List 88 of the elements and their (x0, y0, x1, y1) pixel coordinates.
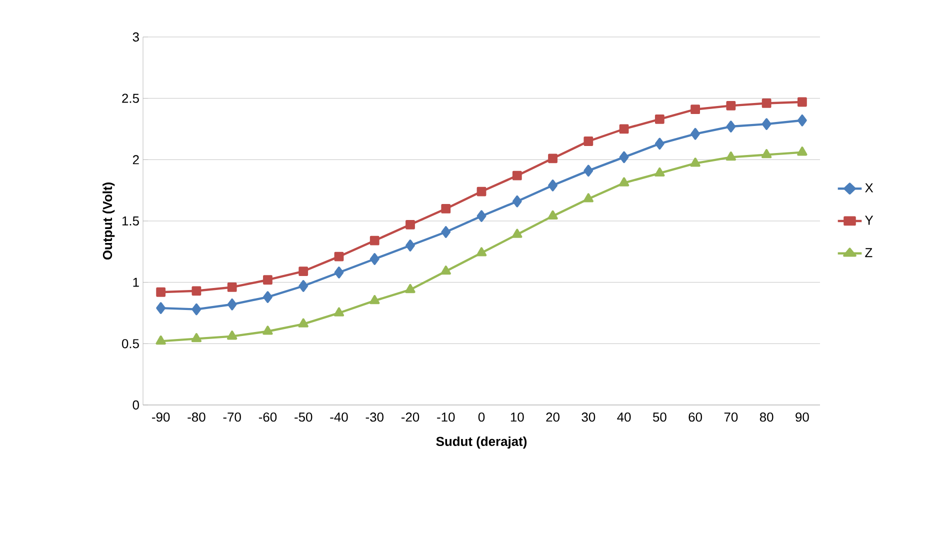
x-tick-label: -30 (366, 412, 384, 422)
point (227, 330, 238, 340)
point (619, 151, 629, 164)
point (191, 333, 202, 342)
legend-label: X (865, 183, 874, 192)
point (298, 280, 308, 292)
y-axis-title: Output (Volt) (102, 182, 115, 260)
point (370, 236, 380, 246)
point (512, 170, 522, 180)
legend-label: Y (865, 216, 874, 225)
legend-label: Z (865, 248, 872, 258)
x-tick-label: 80 (760, 412, 774, 422)
y-tick-label: 1.5 (122, 216, 139, 226)
point (618, 177, 630, 186)
point (476, 210, 486, 222)
x-tick-label: 20 (546, 412, 560, 422)
point (370, 253, 380, 265)
point (726, 152, 736, 161)
point (726, 100, 736, 110)
x-tick-label: 40 (617, 412, 631, 422)
point (263, 291, 272, 303)
point (512, 195, 522, 208)
x-tick-label: 50 (652, 412, 666, 422)
x-tick-label: -90 (152, 412, 170, 422)
point (262, 326, 273, 335)
point (797, 114, 807, 126)
point (654, 167, 665, 177)
x-tick-label: -70 (223, 412, 241, 422)
point (405, 284, 416, 294)
point (227, 298, 237, 310)
point (476, 247, 487, 256)
y-tick-label: 0.5 (122, 339, 139, 348)
x-tick-label: 90 (796, 412, 809, 422)
x-tick-label: -20 (401, 412, 420, 422)
point (762, 98, 772, 108)
x-tick-label: -60 (258, 412, 277, 422)
point (441, 226, 451, 238)
x-tick-label: -40 (330, 412, 348, 422)
point (440, 266, 451, 275)
x-tick-label: -10 (437, 412, 455, 422)
point (192, 303, 202, 316)
point (690, 128, 700, 140)
y-tick-label: 2 (132, 155, 139, 164)
point (762, 118, 772, 130)
point (227, 282, 237, 292)
point (619, 124, 629, 134)
x-tick-label: -80 (188, 412, 206, 422)
point (512, 228, 522, 238)
point (584, 136, 594, 146)
point (654, 138, 664, 150)
point (548, 154, 558, 164)
y-tick-label: 2.5 (122, 94, 139, 103)
point (192, 286, 202, 296)
y-tick-label: 0 (132, 400, 139, 410)
point (726, 120, 736, 132)
y-tick-label: 1 (133, 278, 139, 287)
point (476, 186, 486, 196)
y-tick-label: 3 (132, 32, 139, 42)
point (441, 204, 451, 214)
point (298, 318, 308, 328)
x-tick-label: 70 (724, 412, 738, 422)
point (797, 146, 808, 156)
x-axis-title: Sudut (derajat) (436, 436, 527, 449)
point (690, 104, 700, 114)
point (654, 114, 664, 124)
x-tick-label: 60 (688, 412, 702, 422)
x-tick-label: 10 (510, 412, 524, 422)
point (298, 266, 308, 276)
point (263, 275, 272, 285)
point (548, 210, 558, 220)
x-tick-label: -50 (294, 412, 312, 422)
point (370, 295, 380, 304)
point (156, 302, 166, 314)
point (548, 180, 558, 192)
point (761, 149, 772, 158)
point (156, 336, 166, 345)
x-tick-label: 30 (582, 412, 596, 422)
point (583, 193, 594, 202)
point (406, 240, 415, 252)
point (334, 252, 344, 262)
x-tick-label: 0 (478, 412, 485, 422)
point (156, 287, 166, 297)
point (334, 266, 344, 278)
point (797, 97, 807, 107)
point (584, 164, 594, 177)
point (334, 307, 344, 316)
point (406, 220, 415, 230)
point (690, 158, 700, 167)
